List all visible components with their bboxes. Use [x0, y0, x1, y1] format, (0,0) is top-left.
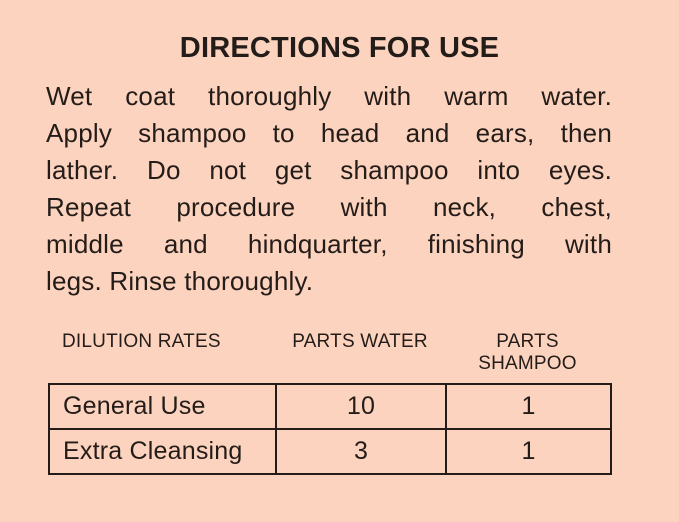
row-label: General Use [48, 383, 277, 430]
parts-shampoo-column-header: PARTS SHAMPOO [478, 331, 577, 374]
table-row: Extra Cleansing 3 1 [48, 428, 612, 475]
directions-line: middle and hindquarter, finishing with [46, 229, 612, 259]
parts-shampoo-value: 1 [445, 428, 612, 475]
parts-shampoo-value: 1 [445, 383, 612, 430]
directions-line: Wet coat thoroughly with warm water. [46, 81, 612, 111]
directions-line: Repeat procedure with neck, chest, [46, 192, 612, 222]
directions-paragraph: Wet coat thoroughly with warm water. App… [46, 78, 612, 300]
directions-line: lather. Do not get shampoo into eyes. [46, 155, 612, 185]
parts-water-value: 10 [275, 383, 447, 430]
parts-water-column-header: PARTS WATER [292, 331, 428, 352]
dilution-rates-table: General Use 10 1 Extra Cleansing 3 1 [48, 383, 612, 475]
dilution-table-header: DILUTION RATES PARTS WATER PARTS SHAMPOO [48, 331, 610, 375]
directions-line: Apply shampoo to head and ears, then [46, 118, 612, 148]
row-label: Extra Cleansing [48, 428, 277, 475]
dilution-rates-section-label: DILUTION RATES [62, 331, 221, 352]
directions-line: legs. Rinse thoroughly. [46, 266, 314, 296]
table-row: General Use 10 1 [48, 383, 612, 430]
parts-water-value: 3 [275, 428, 447, 475]
page-title: DIRECTIONS FOR USE [179, 32, 500, 64]
